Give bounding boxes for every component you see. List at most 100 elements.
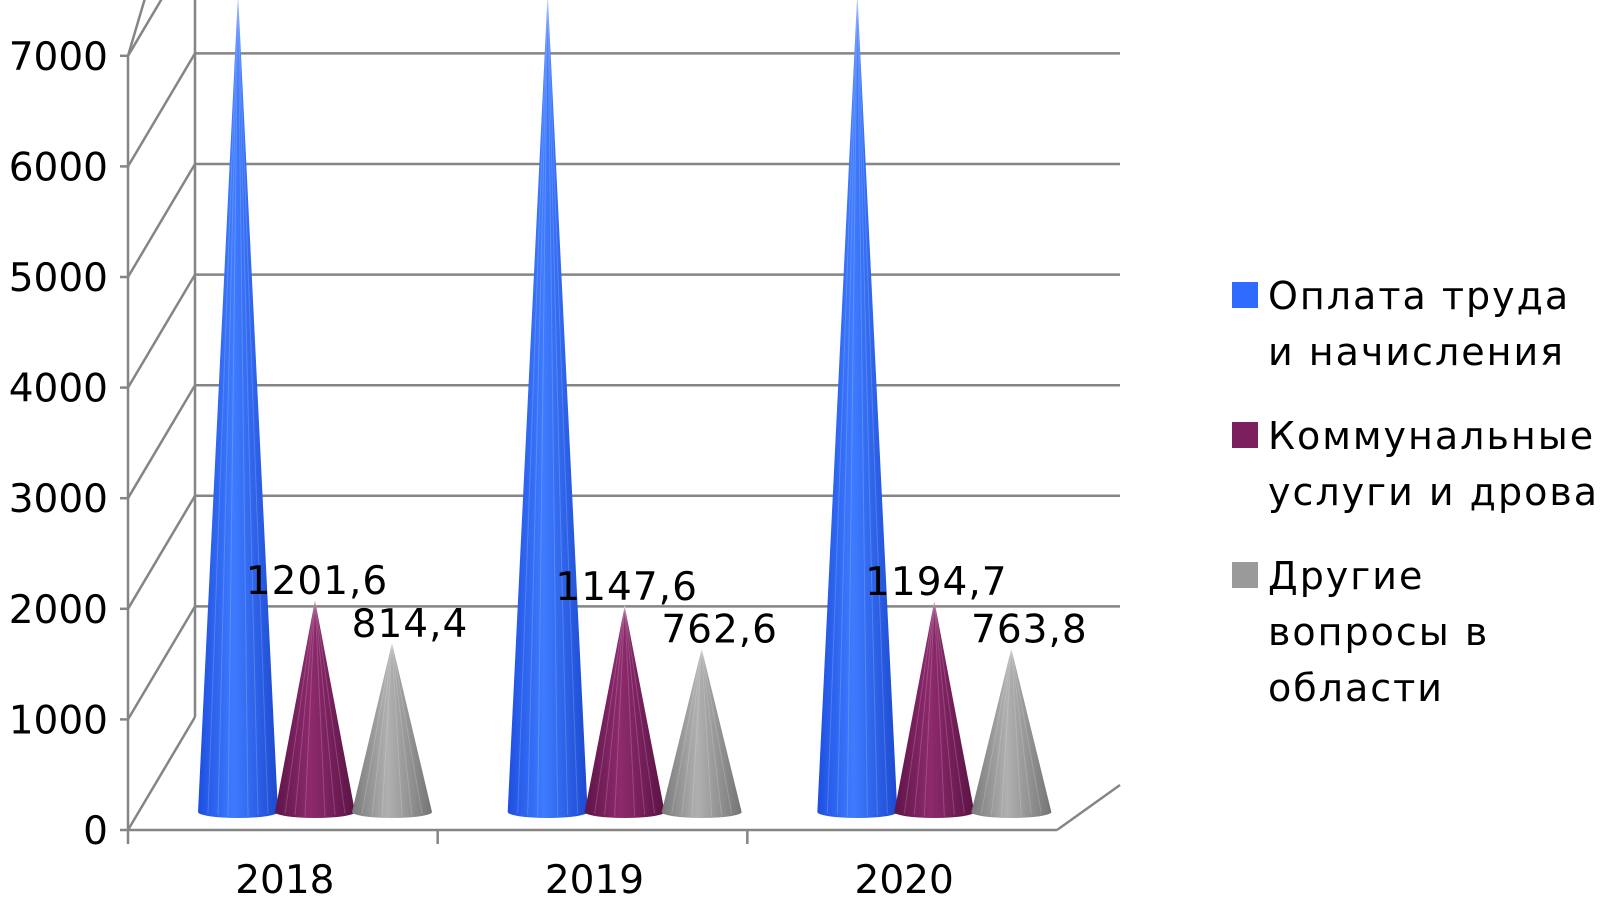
cone-facet (284, 600, 316, 814)
cone-facet (547, 0, 559, 817)
cone-facet (903, 600, 935, 814)
cone-facet (990, 648, 1012, 816)
chart-marks (198, 0, 1052, 819)
cone-facet (517, 0, 548, 814)
y-tick-label: 1000 (9, 698, 108, 743)
cone-facet (856, 0, 878, 816)
data-label: 1147,6 (555, 565, 697, 610)
cone-facet (701, 648, 723, 816)
cone-facet (933, 600, 945, 817)
cone-facet (933, 600, 955, 816)
y-tick-label: 3000 (9, 477, 108, 522)
cone-facet (527, 0, 549, 816)
y-tick-label: 2000 (9, 588, 108, 633)
cone-facet (1000, 648, 1012, 817)
cone-facet (371, 642, 393, 816)
side-wall-line (126, 273, 197, 389)
side-wall-line (126, 163, 197, 278)
cone-mark (352, 642, 432, 818)
x-tick-label: 2018 (235, 858, 334, 903)
cone-facet (227, 0, 239, 817)
side-wall-line (126, 716, 197, 831)
cone-facet (933, 600, 965, 814)
data-label: 814,4 (352, 602, 469, 647)
cone-facet (614, 606, 626, 817)
cone-facet (361, 642, 393, 814)
side-wall-line (126, 0, 146, 57)
side-wall-line (126, 52, 197, 168)
cone-facet (1010, 648, 1032, 816)
cone-facet (391, 642, 413, 816)
cone-facet (314, 600, 336, 816)
cone-facet (624, 606, 636, 817)
cone-facet (856, 0, 868, 817)
cone-facet (391, 642, 403, 817)
cone-facet (294, 600, 316, 816)
y-tick-label: 0 (83, 809, 108, 854)
legend-swatch-salary (1232, 282, 1258, 308)
y-tick-label: 4000 (9, 367, 108, 412)
cone-facet (304, 600, 316, 817)
data-label: 6685,9 (479, 0, 621, 2)
cone-mark (661, 648, 742, 819)
cone-facet (547, 0, 569, 816)
floor-edge (1056, 783, 1121, 832)
cone-facet (237, 0, 269, 814)
cone-mark (507, 0, 588, 818)
cone-facet (836, 0, 858, 816)
side-wall-line (126, 384, 197, 499)
cone-facet (980, 648, 1012, 814)
cone-mark (275, 600, 355, 818)
legend-swatch-utilities (1232, 422, 1258, 448)
data-label: 763,8 (971, 608, 1088, 653)
side-wall-line (126, 0, 163, 57)
legend-swatch-other (1232, 562, 1258, 588)
cone-mark (817, 0, 898, 818)
cone-facet (547, 0, 579, 814)
data-label: 1201,6 (246, 559, 388, 604)
cone-facet (691, 648, 703, 817)
cone-mark (971, 648, 1052, 818)
cone-facet (681, 648, 703, 816)
cone-facet (391, 642, 423, 814)
legend-label-other: Другие вопросы в области (1268, 554, 1490, 710)
cone-mark (584, 606, 665, 818)
side-wall-line (126, 495, 197, 610)
cone-facet (671, 648, 703, 814)
cone-facet (913, 600, 935, 816)
y-tick-label: 5000 (9, 256, 108, 301)
cone-facet (846, 0, 858, 817)
cone-facet (314, 600, 346, 814)
cone-facet (624, 606, 656, 814)
legend-label-salary: Оплата труда и начисления (1268, 274, 1571, 374)
cone-mark (894, 600, 975, 819)
cone-facet (237, 0, 249, 817)
cone-facet (237, 0, 259, 816)
cone-facet (857, 0, 888, 814)
legend-item-other: Другие вопросы в области (1232, 548, 1602, 716)
data-label: 6685,9 (789, 0, 931, 2)
cone-mark (198, 0, 278, 818)
x-tick-label: 2019 (545, 858, 644, 903)
axes: 0 1000 2000 3000 4000 5000 6000 7000 2018 2019 202… (9, 0, 1121, 903)
cone-facet (826, 0, 858, 814)
y-tick-label: 7000 (9, 35, 108, 80)
legend: Оплата труда и начисления Коммунальные у… (1232, 268, 1602, 744)
legend-label-utilities: Коммунальные услуги и дрова (1268, 414, 1599, 514)
cone-facet (923, 600, 935, 817)
data-label: 762,6 (661, 608, 778, 653)
side-wall-line (126, 605, 197, 721)
cone-facet (701, 648, 733, 814)
cone-facet (1010, 648, 1042, 814)
cone-facet (217, 0, 239, 816)
data-label: 1194,7 (865, 560, 1007, 605)
data-label: 6685,9 (170, 0, 312, 2)
cone-facet (381, 642, 393, 817)
cone-facet (537, 0, 549, 817)
cone-facet (207, 0, 239, 814)
cone-facet (604, 606, 626, 816)
legend-item-utilities: Коммунальные услуги и дрова (1232, 408, 1602, 520)
cone-facet (624, 606, 646, 816)
